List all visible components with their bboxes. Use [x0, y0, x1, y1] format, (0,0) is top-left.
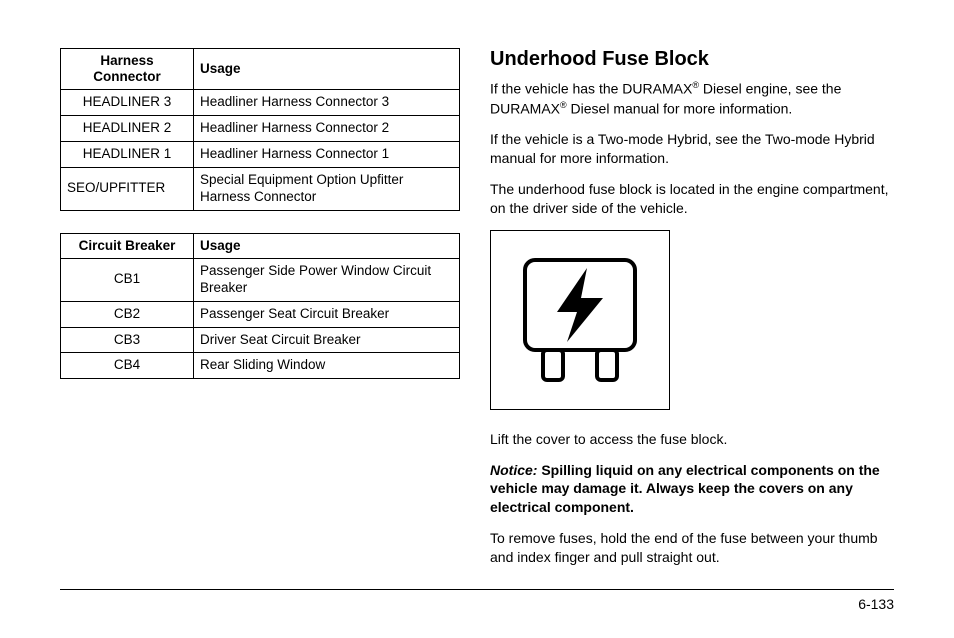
fuse-block-figure: [490, 230, 670, 410]
table-row: CB3 Driver Seat Circuit Breaker: [61, 327, 460, 353]
table2-header-1: Usage: [194, 233, 460, 258]
page-number: 6-133: [858, 596, 894, 612]
text-fragment: Diesel manual for more information.: [567, 100, 793, 116]
table-row: CB2 Passenger Seat Circuit Breaker: [61, 301, 460, 327]
content-area: Harness Connector Usage HEADLINER 3 Head…: [60, 48, 894, 579]
table1-cell: HEADLINER 3: [61, 90, 194, 116]
table1-cell: Headliner Harness Connector 2: [194, 116, 460, 142]
table2-cell: CB3: [61, 327, 194, 353]
table2-cell: CB2: [61, 301, 194, 327]
circuit-breaker-table: Circuit Breaker Usage CB1 Passenger Side…: [60, 233, 460, 380]
table2-cell: Passenger Seat Circuit Breaker: [194, 301, 460, 327]
text-fragment: If the vehicle has the DURAMAX: [490, 81, 692, 97]
table2-cell: CB4: [61, 353, 194, 379]
section-heading: Underhood Fuse Block: [490, 48, 894, 71]
manual-page: Harness Connector Usage HEADLINER 3 Head…: [0, 0, 954, 638]
table1-header-0: Harness Connector: [61, 49, 194, 90]
left-column: Harness Connector Usage HEADLINER 3 Head…: [60, 48, 460, 579]
paragraph-remove-fuses: To remove fuses, hold the end of the fus…: [490, 529, 894, 567]
table-row: CB1 Passenger Side Power Window Circuit …: [61, 258, 460, 301]
registered-symbol: ®: [560, 100, 567, 110]
table1-header-1: Usage: [194, 49, 460, 90]
registered-symbol: ®: [692, 80, 699, 90]
table2-cell: Driver Seat Circuit Breaker: [194, 327, 460, 353]
table2-header-0: Circuit Breaker: [61, 233, 194, 258]
notice-paragraph: Notice: Spilling liquid on any electrica…: [490, 461, 894, 518]
page-footer: 6-133: [60, 589, 894, 612]
table1-cell: Headliner Harness Connector 1: [194, 142, 460, 168]
table-row: CB4 Rear Sliding Window: [61, 353, 460, 379]
table2-cell: Rear Sliding Window: [194, 353, 460, 379]
paragraph-hybrid: If the vehicle is a Two-mode Hybrid, see…: [490, 130, 894, 168]
table2-cell: CB1: [61, 258, 194, 301]
table1-cell: Special Equipment Option Upfitter Harnes…: [194, 168, 460, 211]
table-row: HEADLINER 1 Headliner Harness Connector …: [61, 142, 460, 168]
table1-cell: HEADLINER 2: [61, 116, 194, 142]
table1-cell: HEADLINER 1: [61, 142, 194, 168]
right-column: Underhood Fuse Block If the vehicle has …: [490, 48, 894, 579]
notice-body: Spilling liquid on any electrical compon…: [490, 462, 880, 516]
table1-cell: Headliner Harness Connector 3: [194, 90, 460, 116]
paragraph-lift-cover: Lift the cover to access the fuse block.: [490, 430, 894, 449]
table-row: HEADLINER 2 Headliner Harness Connector …: [61, 116, 460, 142]
notice-label: Notice:: [490, 462, 537, 478]
table2-cell: Passenger Side Power Window Circuit Brea…: [194, 258, 460, 301]
harness-connector-table: Harness Connector Usage HEADLINER 3 Head…: [60, 48, 460, 211]
paragraph-duramax: If the vehicle has the DURAMAX® Diesel e…: [490, 79, 894, 118]
paragraph-location: The underhood fuse block is located in t…: [490, 180, 894, 218]
table1-cell: SEO/UPFITTER: [61, 168, 194, 211]
table-row: HEADLINER 3 Headliner Harness Connector …: [61, 90, 460, 116]
table-row: SEO/UPFITTER Special Equipment Option Up…: [61, 168, 460, 211]
fuse-block-icon: [515, 250, 645, 390]
